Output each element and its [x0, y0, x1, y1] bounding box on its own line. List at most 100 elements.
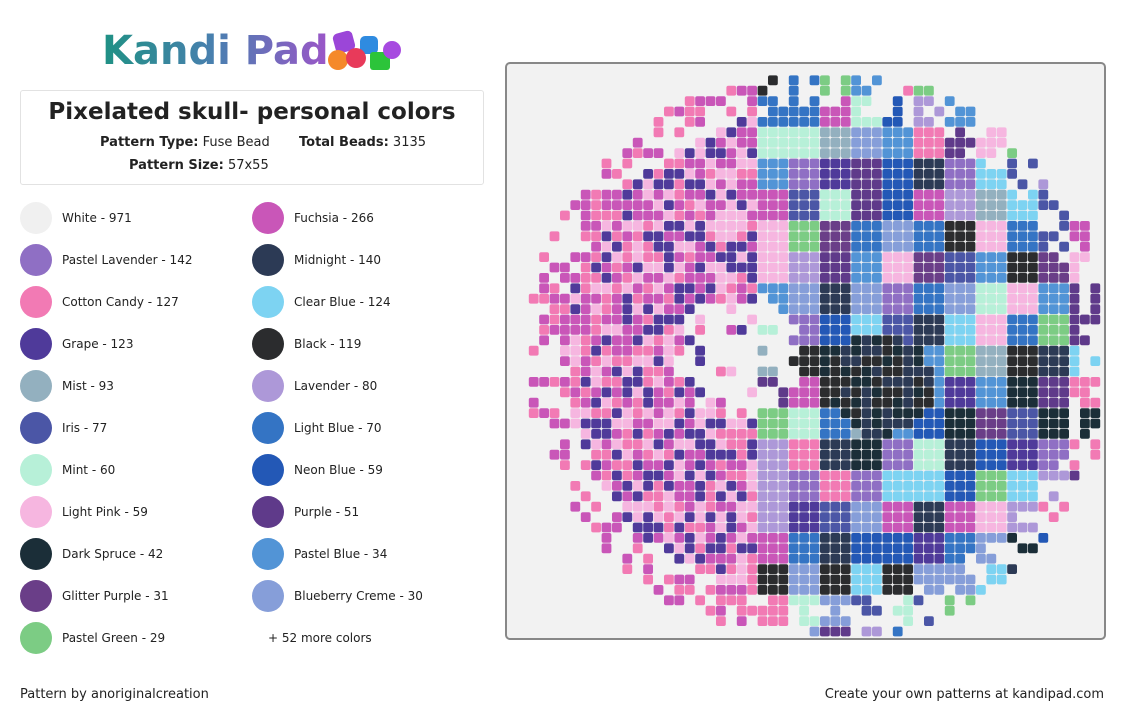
bead — [726, 241, 737, 252]
bead — [872, 605, 882, 616]
bead — [851, 106, 861, 117]
bead — [820, 512, 830, 522]
bead — [591, 210, 601, 221]
bead — [996, 241, 1007, 252]
bead — [851, 189, 861, 200]
bead — [944, 169, 955, 179]
bead — [1017, 179, 1028, 190]
bead — [1017, 408, 1028, 418]
bead — [726, 564, 737, 574]
bead — [872, 169, 882, 179]
bead — [705, 585, 716, 595]
bead — [601, 241, 612, 252]
bead — [840, 481, 851, 491]
bead — [622, 553, 633, 564]
bead — [643, 397, 653, 408]
bead — [1028, 293, 1038, 304]
bead — [1028, 200, 1038, 210]
bead — [632, 491, 643, 502]
bead — [570, 366, 581, 377]
bead — [643, 439, 653, 450]
bead — [1038, 366, 1049, 377]
bead — [830, 585, 841, 595]
bead — [788, 335, 799, 346]
bead — [892, 418, 903, 429]
bead — [612, 283, 622, 294]
bead — [1059, 262, 1069, 273]
bead — [872, 585, 882, 595]
bead — [830, 418, 841, 429]
bead — [601, 408, 612, 418]
bead — [674, 377, 685, 387]
bead — [861, 221, 872, 231]
bead — [830, 397, 841, 408]
bead — [965, 439, 976, 450]
bead — [882, 169, 893, 179]
bead — [1017, 522, 1028, 533]
bead — [622, 377, 633, 387]
bead — [820, 169, 830, 179]
bead — [934, 377, 945, 387]
bead — [1007, 501, 1017, 512]
bead — [757, 231, 768, 242]
bead — [986, 210, 997, 221]
bead — [653, 512, 664, 522]
bead — [861, 564, 872, 574]
bead — [560, 460, 570, 470]
bead — [768, 325, 778, 335]
color-swatch — [20, 412, 52, 444]
footer-link[interactable]: Create your own patterns at kandipad.com — [824, 687, 1104, 702]
bead — [736, 283, 747, 294]
bead — [955, 117, 965, 127]
bead — [653, 189, 664, 200]
bead — [840, 262, 851, 273]
bead — [913, 429, 924, 439]
bead — [612, 169, 622, 179]
bead — [716, 522, 726, 533]
bead — [788, 533, 799, 543]
bead — [892, 533, 903, 543]
color-item: Lavender - 80 — [252, 369, 377, 403]
bead — [768, 533, 778, 543]
bead — [788, 470, 799, 481]
bead — [580, 210, 591, 221]
bead — [934, 501, 945, 512]
color-label: Pastel Blue - 34 — [294, 547, 388, 561]
bead — [924, 522, 934, 533]
bead — [705, 605, 716, 616]
bead — [549, 418, 560, 429]
bead — [924, 585, 934, 595]
bead — [944, 377, 955, 387]
bead — [892, 574, 903, 585]
bead — [674, 429, 685, 439]
bead — [986, 148, 997, 158]
bead — [872, 75, 882, 86]
bead — [840, 158, 851, 169]
bead — [580, 325, 591, 335]
bead — [820, 345, 830, 356]
bead — [788, 408, 799, 418]
bead — [601, 200, 612, 210]
bead — [1069, 470, 1080, 481]
bead — [830, 273, 841, 283]
bead — [882, 522, 893, 533]
bead — [757, 616, 768, 626]
bead — [778, 117, 789, 127]
bead — [757, 345, 768, 356]
bead — [768, 231, 778, 242]
bead — [736, 127, 747, 138]
bead — [861, 273, 872, 283]
bead — [757, 210, 768, 221]
bead — [1069, 387, 1080, 398]
bead — [788, 179, 799, 190]
bead — [799, 553, 809, 564]
bead — [944, 481, 955, 491]
bead — [1038, 439, 1049, 450]
bead — [892, 501, 903, 512]
bead — [695, 512, 705, 522]
bead — [830, 533, 841, 543]
bead — [903, 595, 913, 606]
bead — [809, 262, 820, 273]
bead — [830, 106, 841, 117]
bead — [851, 522, 861, 533]
